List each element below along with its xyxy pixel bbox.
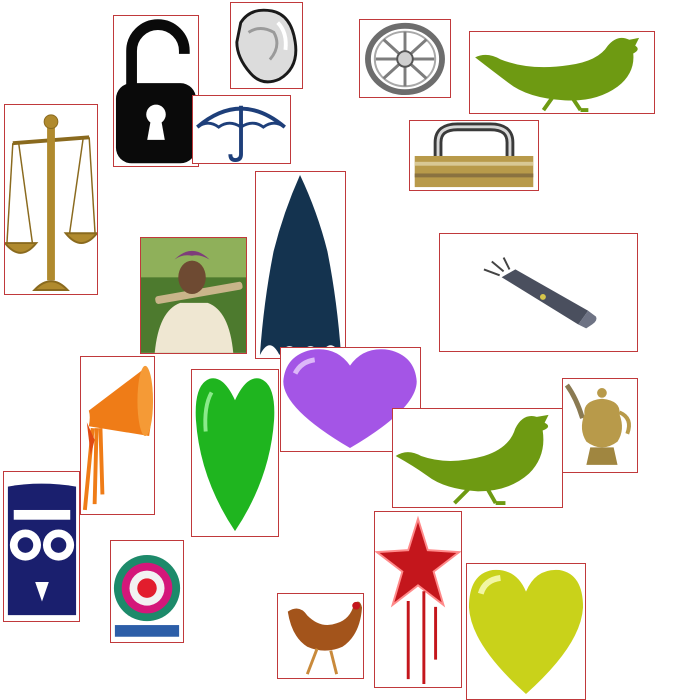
weighing-scale-icon bbox=[5, 114, 97, 292]
yellow-heart-tile bbox=[466, 563, 586, 700]
purple-heart-icon bbox=[283, 349, 417, 449]
kettle-tile bbox=[562, 378, 638, 473]
purple-heart-tile bbox=[280, 347, 421, 452]
star-icon bbox=[375, 515, 461, 685]
padlock-tile bbox=[409, 120, 539, 191]
hen-silhouette-tile-middle bbox=[392, 408, 563, 508]
farmer-photo-tile bbox=[140, 237, 247, 354]
trumpet-tile bbox=[80, 356, 155, 515]
closed-umbrella-icon bbox=[259, 175, 342, 355]
kettle-icon bbox=[564, 383, 631, 465]
umbrella-tile bbox=[192, 95, 291, 164]
flashlight-icon bbox=[483, 257, 597, 329]
unlocked-padlock-icon bbox=[115, 19, 197, 164]
owl-tile bbox=[3, 471, 80, 622]
flashlight-tile bbox=[439, 233, 638, 352]
cart-wheel-icon bbox=[365, 22, 445, 96]
yellow-heart-icon bbox=[468, 569, 584, 694]
round-basket-icon bbox=[113, 555, 181, 637]
hen-silhouette-tile-top bbox=[469, 31, 655, 114]
hen-photo-tile bbox=[277, 593, 364, 679]
green-heart-tile bbox=[191, 369, 279, 537]
star-tile bbox=[374, 511, 462, 688]
cart-wheel-tile bbox=[359, 19, 451, 98]
unlocked-padlock-tile bbox=[113, 15, 199, 167]
hen-silhouette-icon bbox=[395, 414, 549, 506]
green-heart-icon bbox=[195, 378, 275, 532]
hen-photo bbox=[287, 601, 363, 675]
trumpet-icon bbox=[82, 365, 154, 511]
closed-umbrella-tile bbox=[255, 171, 346, 359]
farmer-photo bbox=[141, 238, 246, 353]
umbrella-icon bbox=[196, 105, 286, 163]
rock-tile bbox=[230, 2, 303, 89]
hen-silhouette-icon bbox=[475, 37, 640, 113]
weighing-scale-tile bbox=[4, 104, 98, 295]
padlock-icon bbox=[414, 122, 534, 188]
owl-icon bbox=[7, 483, 77, 616]
rock-stone-icon bbox=[235, 8, 298, 84]
round-basket-tile bbox=[110, 540, 184, 643]
